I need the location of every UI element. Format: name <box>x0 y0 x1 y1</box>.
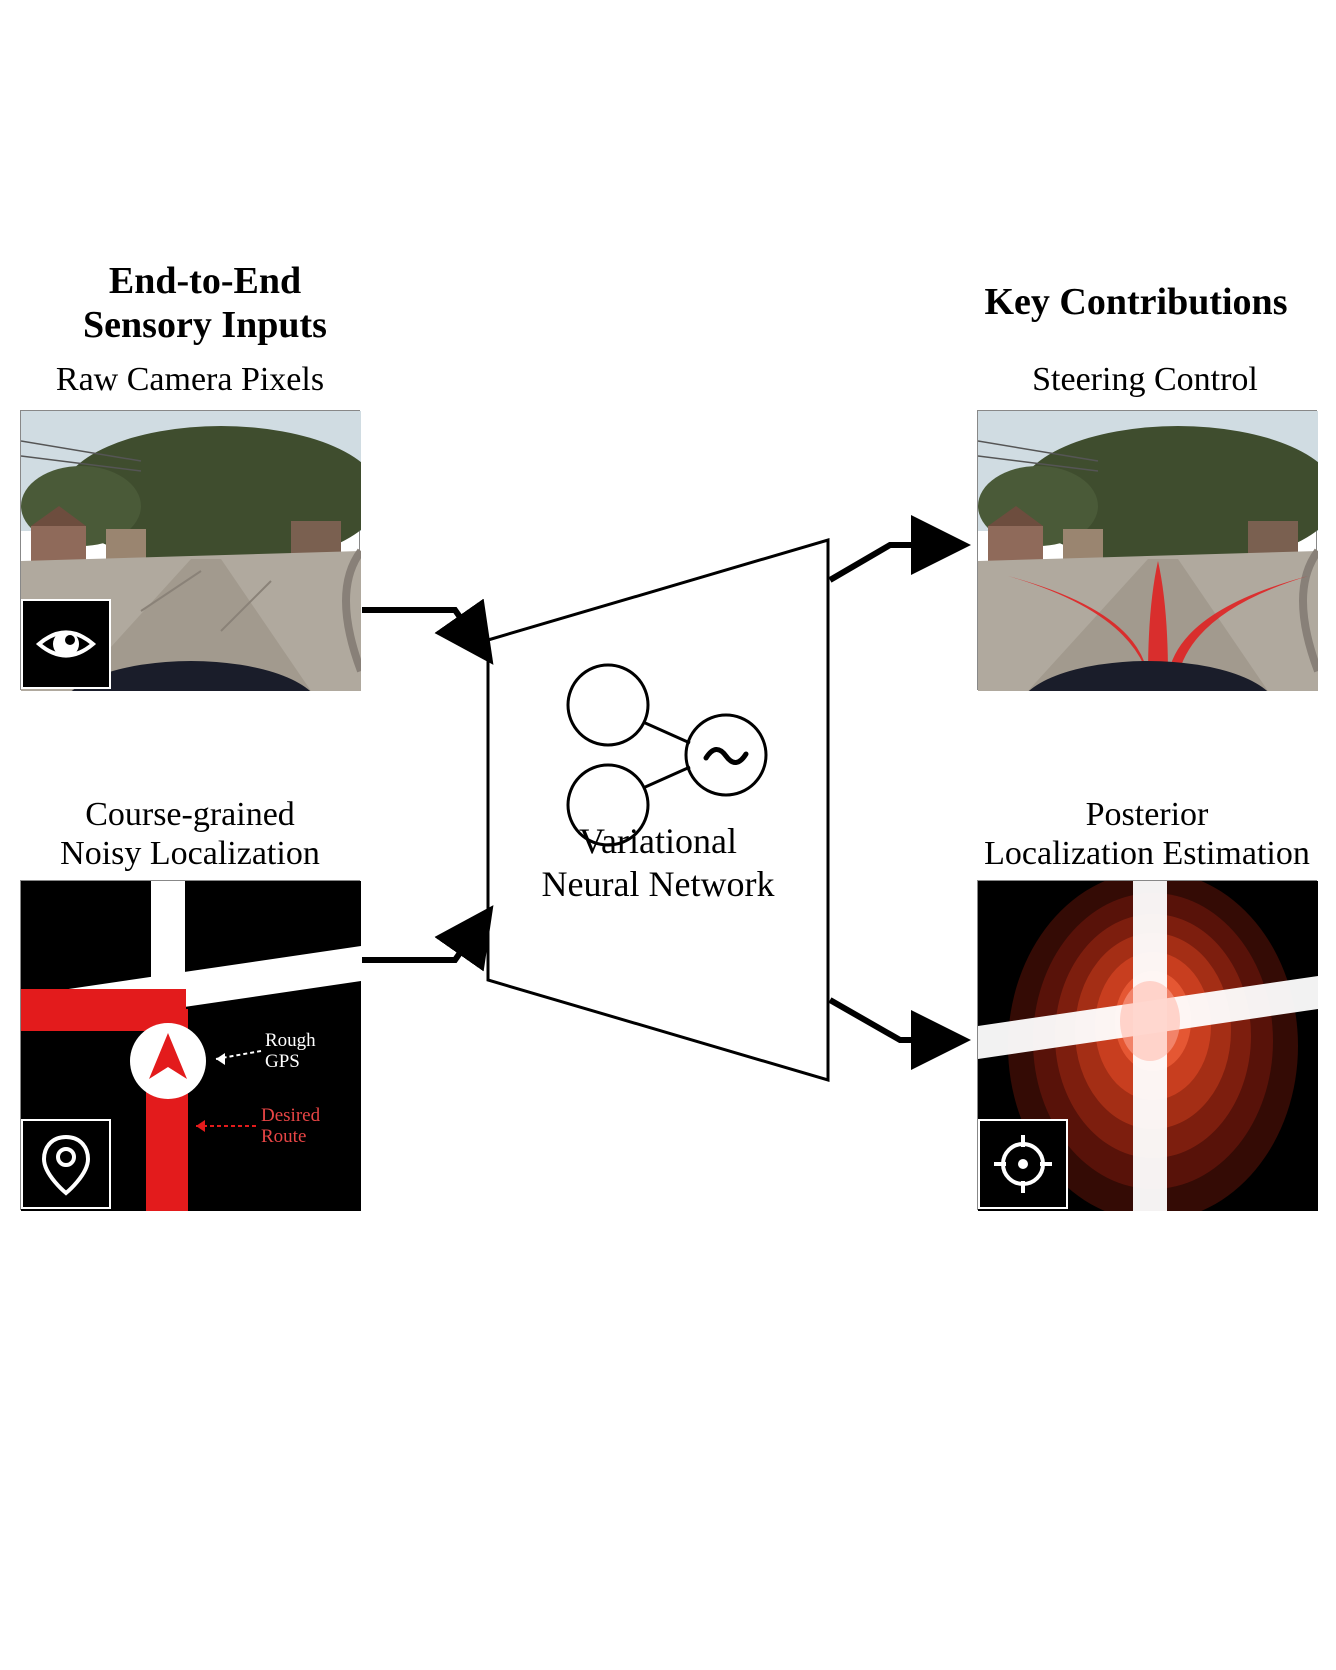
steering-svg <box>978 411 1318 691</box>
vnn-label: Variational Neural Network <box>458 820 858 906</box>
label-posterior: Posterior Localization Estimation <box>947 795 1336 873</box>
header-right-text: Key Contributions <box>985 281 1288 323</box>
anno-des2: Route <box>261 1126 306 1147</box>
anno-des1: Desired <box>261 1105 321 1126</box>
eye-icon-badge <box>21 599 111 689</box>
eye-icon <box>31 609 101 679</box>
anno-rough2: GPS <box>265 1051 300 1072</box>
header-left-l1: End-to-End <box>109 260 301 302</box>
label-raw-camera: Raw Camera Pixels <box>20 360 360 399</box>
header-right: Key Contributions <box>936 280 1336 324</box>
vnn-trapezoid <box>458 530 858 1090</box>
crosshair-icon <box>988 1129 1058 1199</box>
header-left-l2: Sensory Inputs <box>83 304 327 346</box>
location-pin-icon <box>36 1129 96 1199</box>
panel-posterior <box>977 880 1317 1210</box>
pin-icon-badge <box>21 1119 111 1209</box>
panel-noisy-loc: Rough GPS Desired Route <box>20 880 360 1210</box>
target-icon-badge <box>978 1119 1068 1209</box>
panel-steering <box>977 410 1317 690</box>
panel-raw-camera <box>20 410 360 690</box>
header-left: End-to-End Sensory Inputs <box>10 260 400 347</box>
label-noisy-loc: Course-grained Noisy Localization <box>20 795 360 873</box>
label-steering: Steering Control <box>960 360 1330 399</box>
anno-rough1: Rough <box>265 1030 316 1051</box>
